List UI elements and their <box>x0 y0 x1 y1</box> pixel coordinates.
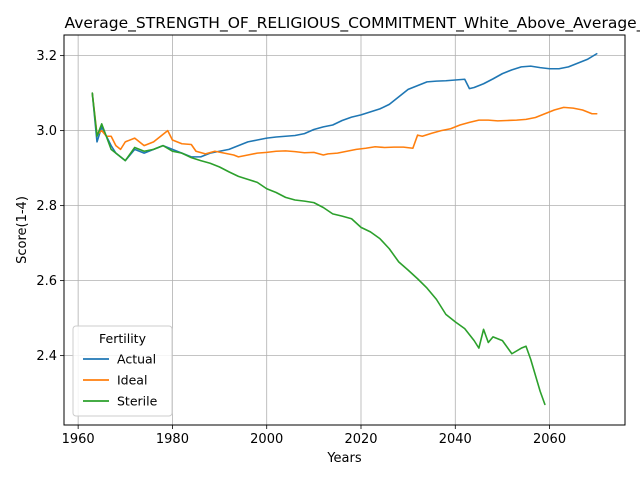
x-tick-label: 2060 <box>533 432 566 447</box>
chart-title: Average_STRENGTH_OF_RELIGIOUS_COMMITMENT… <box>65 14 640 33</box>
x-axis-label: Years <box>326 451 362 466</box>
legend-box <box>72 325 173 417</box>
x-tick-label: 1960 <box>62 432 95 447</box>
y-axis-label: Score(1-4) <box>15 196 30 264</box>
x-tick-label: 2020 <box>344 432 377 447</box>
y-tick-label: 2.8 <box>36 199 57 214</box>
y-tick-label: 2.4 <box>36 349 57 364</box>
y-tick-label: 3.0 <box>36 124 57 139</box>
legend-label-actual: Actual <box>117 352 156 367</box>
y-tick-label: 3.2 <box>36 49 57 64</box>
legend-label-ideal: Ideal <box>117 373 147 388</box>
legend: Fertility Actual Ideal Sterile <box>72 325 173 417</box>
series-lines <box>91 52 598 406</box>
series-line-sterile <box>91 92 546 406</box>
y-tick-label: 2.6 <box>36 274 57 289</box>
x-tick-label: 1980 <box>156 432 189 447</box>
x-tick-label: 2040 <box>439 432 472 447</box>
legend-title: Fertility <box>99 331 147 346</box>
axis-ticks: 1960 1980 2000 2020 2040 2060 2.4 2.6 2.8 3.0 3.2 <box>36 49 566 447</box>
plot-frame <box>63 34 626 426</box>
legend-items: Actual Ideal Sterile <box>83 352 158 409</box>
legend-label-sterile: Sterile <box>117 394 158 409</box>
series-line-actual <box>91 52 598 162</box>
series-line-ideal <box>91 92 598 158</box>
x-tick-label: 2000 <box>250 432 283 447</box>
